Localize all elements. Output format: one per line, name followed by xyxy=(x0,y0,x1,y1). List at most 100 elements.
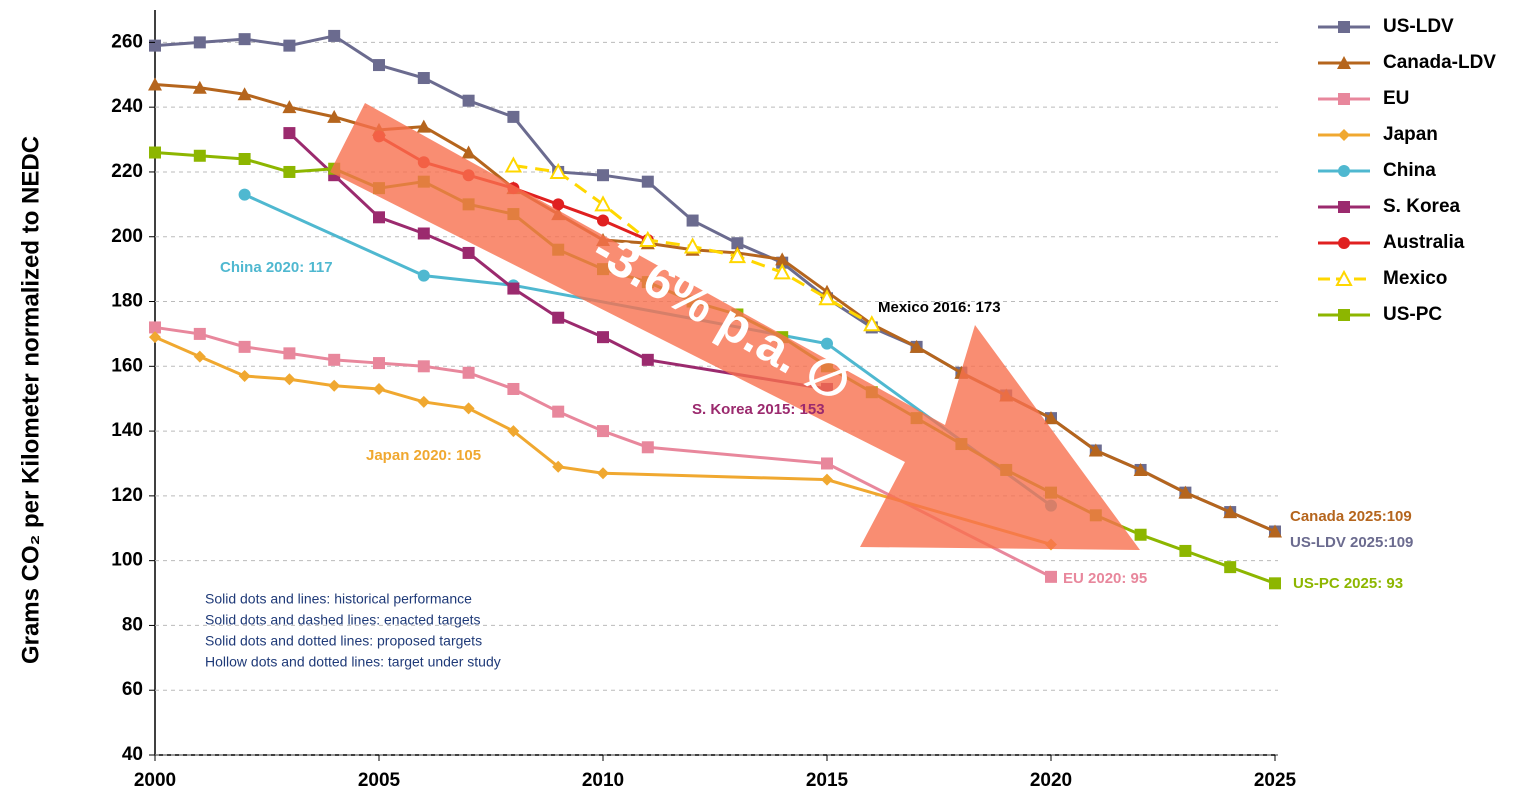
marker xyxy=(1045,570,1057,583)
y-tick-label: 100 xyxy=(111,550,143,571)
note: Hollow dots and dotted lines: target und… xyxy=(205,654,501,670)
series-line xyxy=(288,131,828,391)
marker xyxy=(416,119,431,133)
y-tick-label: 240 xyxy=(111,96,143,117)
marker xyxy=(863,315,881,332)
marker xyxy=(193,350,206,363)
marker xyxy=(1268,524,1282,538)
marker xyxy=(1338,21,1350,33)
marker xyxy=(238,33,251,46)
marker xyxy=(282,100,297,114)
marker xyxy=(283,127,296,140)
marker xyxy=(238,153,251,165)
legend-label: Mexico xyxy=(1383,268,1447,289)
y-tick-label: 40 xyxy=(122,744,143,765)
marker xyxy=(462,402,475,415)
marker xyxy=(597,425,609,438)
y-tick-label: 120 xyxy=(111,485,143,506)
marker xyxy=(1088,443,1103,457)
marker xyxy=(552,311,565,324)
note: Solid dots and dotted lines: proposed ta… xyxy=(205,633,482,649)
marker xyxy=(1338,165,1350,177)
marker xyxy=(1335,269,1353,286)
marker xyxy=(641,175,654,188)
marker xyxy=(417,269,430,282)
marker xyxy=(193,149,206,162)
marker xyxy=(238,188,251,201)
marker xyxy=(683,237,702,254)
marker xyxy=(238,370,251,383)
legend-label: China xyxy=(1383,160,1436,181)
marker xyxy=(283,373,296,386)
marker xyxy=(507,110,520,123)
marker xyxy=(552,405,565,418)
y-tick-label: 200 xyxy=(111,226,143,247)
marker xyxy=(552,198,565,211)
marker xyxy=(1179,544,1192,557)
annotation: Japan 2020: 105 xyxy=(366,447,481,464)
legend-label: EU xyxy=(1383,88,1409,109)
note: Solid dots and dashed lines: enacted tar… xyxy=(205,612,481,628)
marker xyxy=(237,87,252,101)
trend-arrow xyxy=(330,103,1140,550)
y-axis-label: Grams CO₂ per Kilometer normalized to NE… xyxy=(17,136,44,664)
marker xyxy=(507,425,520,438)
marker xyxy=(193,36,206,49)
marker xyxy=(149,331,161,344)
marker xyxy=(462,366,475,379)
marker xyxy=(775,252,790,266)
legend-label: S. Korea xyxy=(1383,196,1461,217)
note: Solid dots and lines: historical perform… xyxy=(205,591,472,607)
marker xyxy=(507,382,520,395)
marker xyxy=(639,230,657,247)
marker xyxy=(1269,577,1281,590)
marker xyxy=(328,353,341,366)
annotation: Mexico 2016: 173 xyxy=(878,299,1001,316)
marker xyxy=(328,379,341,392)
x-tick-label: 2025 xyxy=(1254,770,1297,791)
x-tick-label: 2020 xyxy=(1030,770,1072,791)
marker xyxy=(327,109,342,123)
marker xyxy=(641,441,654,454)
series-line xyxy=(154,325,1052,579)
marker xyxy=(821,457,833,470)
marker xyxy=(1338,93,1350,105)
marker xyxy=(417,360,430,373)
marker xyxy=(909,339,924,353)
marker xyxy=(1338,201,1350,213)
marker xyxy=(149,321,161,334)
legend-label: Australia xyxy=(1383,232,1465,253)
marker xyxy=(193,327,206,340)
marker xyxy=(818,289,836,306)
marker xyxy=(283,39,296,52)
marker xyxy=(1044,411,1058,425)
marker xyxy=(552,460,565,473)
marker xyxy=(462,94,475,107)
marker xyxy=(773,263,791,280)
marker xyxy=(641,353,654,366)
marker xyxy=(283,165,296,178)
marker xyxy=(148,77,162,91)
marker xyxy=(597,214,609,227)
x-tick-label: 2010 xyxy=(582,770,624,791)
marker xyxy=(1134,528,1147,541)
annotation: EU 2020: 95 xyxy=(1063,570,1147,587)
marker xyxy=(597,467,609,480)
legend-label: Japan xyxy=(1383,124,1438,145)
marker xyxy=(1223,505,1238,519)
marker xyxy=(373,211,385,224)
marker xyxy=(417,395,430,408)
marker xyxy=(507,282,520,295)
marker xyxy=(283,347,296,360)
y-tick-label: 80 xyxy=(122,614,143,635)
annotation: China 2020: 117 xyxy=(220,259,333,276)
marker xyxy=(1337,56,1351,69)
legend-label: Canada-LDV xyxy=(1383,52,1496,73)
x-tick-label: 2000 xyxy=(134,770,176,791)
marker xyxy=(1224,561,1237,574)
marker xyxy=(1133,462,1148,476)
marker xyxy=(1338,237,1350,249)
marker xyxy=(417,227,430,240)
y-tick-label: 220 xyxy=(111,161,143,182)
marker xyxy=(192,80,207,94)
